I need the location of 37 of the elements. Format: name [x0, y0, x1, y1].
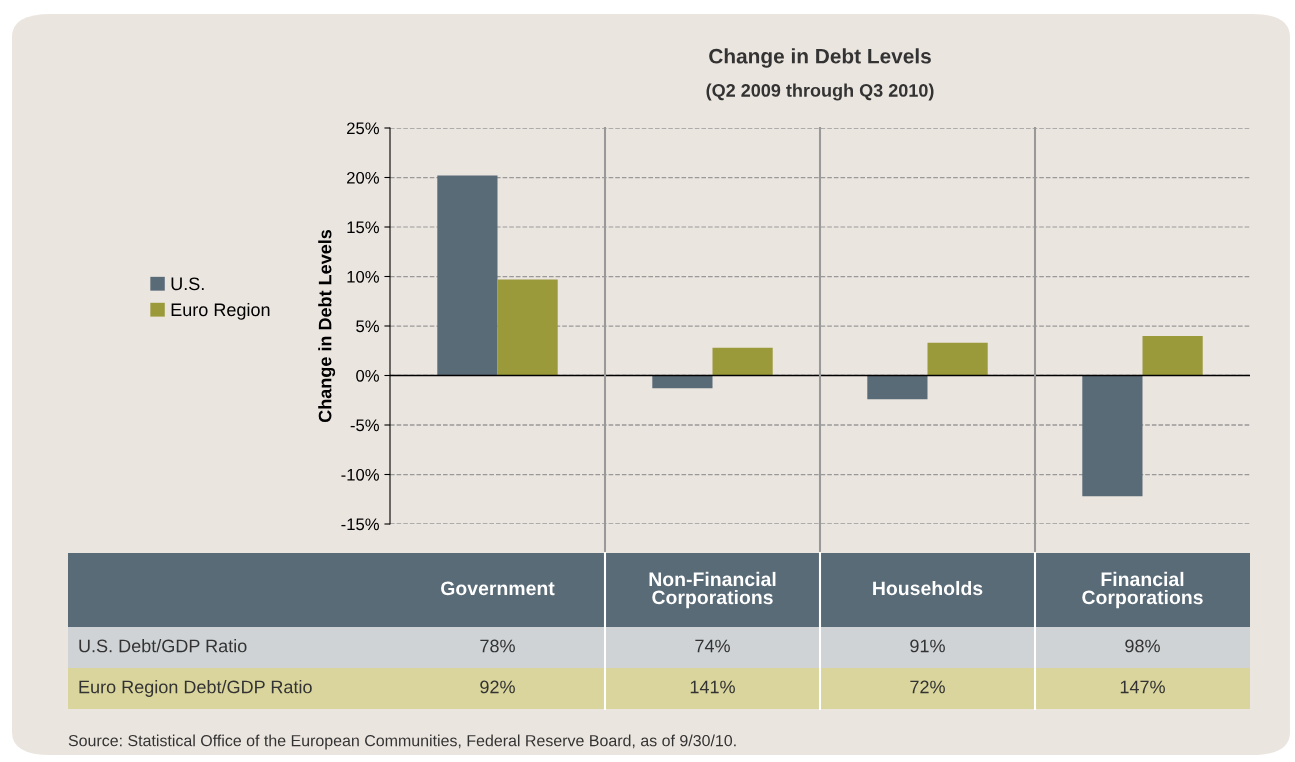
bar: [652, 375, 713, 389]
chart-subtitle: (Q2 2009 through Q3 2010): [706, 83, 934, 101]
x-tick-label: Households: [873, 580, 983, 596]
text: 98%: [1125, 639, 1160, 653]
y-tick-label: 5%: [356, 320, 379, 333]
y-tick-label: -10%: [341, 468, 379, 481]
bar: [1142, 335, 1203, 376]
text: Euro Region Debt/GDP Ratio: [79, 680, 312, 697]
bar: [712, 347, 773, 376]
text: 78%: [480, 639, 515, 653]
text: 141%: [690, 680, 735, 694]
bar: [927, 342, 988, 376]
bar: [497, 279, 558, 376]
x-tick-label: Non-Financial Corporations: [649, 571, 776, 609]
text: 74%: [695, 639, 730, 653]
source-note: Source: Statistical Office of the European Communities, Federal Reserve Board, as of 9/30/10.: [68, 734, 736, 750]
text: 92%: [480, 680, 515, 694]
legend-label: Euro Region: [171, 302, 270, 320]
chart-title: Change in Debt Levels: [709, 48, 931, 68]
text: 147%: [1120, 680, 1165, 694]
bar: [867, 375, 928, 400]
legend-label: U.S.: [171, 277, 204, 291]
text: U.S. Debt/GDP Ratio: [79, 639, 247, 653]
y-tick-label: -15%: [341, 518, 379, 531]
y-tick-label: 20%: [347, 171, 379, 184]
bar: [437, 175, 498, 376]
y-tick-label: 15%: [347, 221, 379, 234]
x-tick-label: Government: [441, 581, 555, 596]
y-tick-label: 25%: [347, 122, 379, 135]
y-tick-label: 0%: [356, 369, 379, 382]
x-tick-label: Financial Corporations: [1082, 571, 1203, 609]
bar: [1082, 375, 1143, 497]
text: 91%: [910, 639, 945, 653]
y-tick-label: 10%: [347, 270, 379, 283]
text: 72%: [910, 680, 945, 694]
y-tick-label: -5%: [350, 419, 379, 432]
y-axis-title: Change in Debt Levels: [318, 229, 336, 423]
